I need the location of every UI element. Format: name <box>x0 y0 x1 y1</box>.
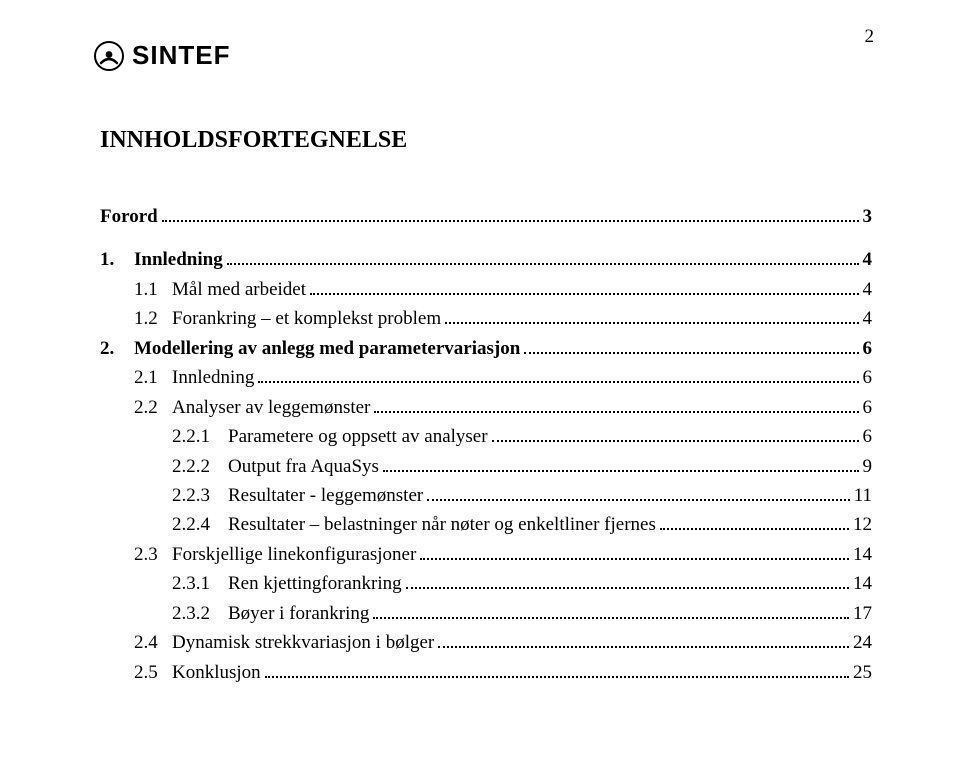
toc-entry-label: Mål med arbeidet <box>172 275 306 304</box>
toc-entry: 2.1Innledning 6 <box>100 363 872 392</box>
toc-entry-page: 25 <box>853 658 872 687</box>
toc-entry-number: 2.2.3 <box>172 481 228 510</box>
toc-entry: 2.2.1Parametere og oppsett av analyser 6 <box>100 422 872 451</box>
toc-leader-dots <box>445 307 858 324</box>
toc-entry-number: 1.2 <box>134 304 172 333</box>
toc-entry-page: 14 <box>853 569 872 598</box>
toc-entry-label: Modellering av anlegg med parametervaria… <box>134 334 520 363</box>
toc-entry-number: 1. <box>100 245 134 274</box>
toc-entry-number: 2.2.1 <box>172 422 228 451</box>
toc-entry: 2.Modellering av anlegg med parametervar… <box>100 334 872 363</box>
toc-entry-number: 2.3.1 <box>172 569 228 598</box>
toc-leader-dots <box>420 543 849 560</box>
toc-leader-dots <box>383 454 859 471</box>
toc-entry-label: Forankring – et komplekst problem <box>172 304 441 333</box>
toc-entry-number: 2.2 <box>134 393 172 422</box>
toc-entry-number: 2.1 <box>134 363 172 392</box>
toc-leader-dots <box>258 366 858 383</box>
toc-title: INNHOLDSFORTEGNELSE <box>100 127 872 154</box>
toc-entry-page: 3 <box>863 202 873 231</box>
toc-leader-dots <box>427 484 849 501</box>
toc-entry-number: 1.1 <box>134 275 172 304</box>
toc-entry-page: 9 <box>863 452 873 481</box>
page-number: 2 <box>865 26 875 48</box>
toc-entry-label: Forskjellige linekonfigurasjoner <box>172 540 416 569</box>
toc-entry-page: 4 <box>863 245 873 274</box>
toc-entry-page: 11 <box>854 481 872 510</box>
toc-entry-label: Bøyer i forankring <box>228 599 369 628</box>
toc-entry-label: Resultater - leggemønster <box>228 481 423 510</box>
brand-name: SINTEF <box>132 40 230 71</box>
toc-entry: 2.3.1Ren kjettingforankring 14 <box>100 569 872 598</box>
toc-leader-dots <box>374 396 858 413</box>
toc-leader-dots <box>265 660 849 677</box>
toc-entry-label: Analyser av leggemønster <box>172 393 370 422</box>
toc-leader-dots <box>524 337 858 354</box>
toc-entry-label: Innledning <box>134 245 223 274</box>
toc-entry-number: 2.3 <box>134 540 172 569</box>
toc-entry-page: 6 <box>863 363 873 392</box>
toc-entry: 2.2.4Resultater – belastninger når nøter… <box>100 510 872 539</box>
toc-entry-label: Output fra AquaSys <box>228 452 379 481</box>
toc-entry-page: 14 <box>853 540 872 569</box>
toc-entry: Forord 3 <box>100 202 872 231</box>
toc-entry: 2.3.2Bøyer i forankring 17 <box>100 599 872 628</box>
toc-leader-dots <box>438 631 849 648</box>
toc-entry-page: 24 <box>853 628 872 657</box>
table-of-contents: Forord31.Innledning41.1Mål med arbeidet4… <box>100 202 872 687</box>
toc-leader-dots <box>227 248 859 265</box>
toc-entry-number: 2.2.2 <box>172 452 228 481</box>
toc-entry-number: 2.2.4 <box>172 510 228 539</box>
toc-entry: 2.2.3Resultater - leggemønster 11 <box>100 481 872 510</box>
toc-entry: 2.4Dynamisk strekkvariasjon i bølger 24 <box>100 628 872 657</box>
toc-entry: 1.2Forankring – et komplekst problem 4 <box>100 304 872 333</box>
toc-leader-dots <box>162 205 859 222</box>
toc-leader-dots <box>406 572 849 589</box>
toc-entry-number: 2.5 <box>134 658 172 687</box>
toc-entry-page: 6 <box>863 334 873 363</box>
toc-entry-label: Forord <box>100 202 158 231</box>
toc-entry-page: 6 <box>863 422 873 451</box>
toc-entry-page: 4 <box>863 275 873 304</box>
toc-entry: 2.5Konklusjon 25 <box>100 658 872 687</box>
toc-entry-label: Ren kjettingforankring <box>228 569 402 598</box>
toc-entry: 2.3Forskjellige linekonfigurasjoner 14 <box>100 540 872 569</box>
toc-entry-number: 2.4 <box>134 628 172 657</box>
toc-entry-label: Konklusjon <box>172 658 261 687</box>
toc-leader-dots <box>660 513 849 530</box>
toc-entry-page: 12 <box>853 510 872 539</box>
toc-entry-page: 17 <box>853 599 872 628</box>
toc-entry: 2.2.2Output fra AquaSys 9 <box>100 452 872 481</box>
toc-entry: 2.2Analyser av leggemønster 6 <box>100 393 872 422</box>
toc-entry-page: 6 <box>863 393 873 422</box>
toc-entry: 1.1Mål med arbeidet 4 <box>100 275 872 304</box>
brand-logo: SINTEF <box>94 40 872 71</box>
toc-leader-dots <box>373 602 849 619</box>
toc-entry-label: Dynamisk strekkvariasjon i bølger <box>172 628 434 657</box>
toc-entry-label: Parametere og oppsett av analyser <box>228 422 488 451</box>
toc-entry-page: 4 <box>863 304 873 333</box>
toc-entry-number: 2.3.2 <box>172 599 228 628</box>
sintef-icon <box>94 41 124 71</box>
toc-leader-dots <box>310 278 858 295</box>
toc-entry-label: Resultater – belastninger når nøter og e… <box>228 510 656 539</box>
toc-entry-label: Innledning <box>172 363 254 392</box>
toc-entry: 1.Innledning 4 <box>100 245 872 274</box>
toc-entry-number: 2. <box>100 334 134 363</box>
toc-leader-dots <box>492 425 859 442</box>
